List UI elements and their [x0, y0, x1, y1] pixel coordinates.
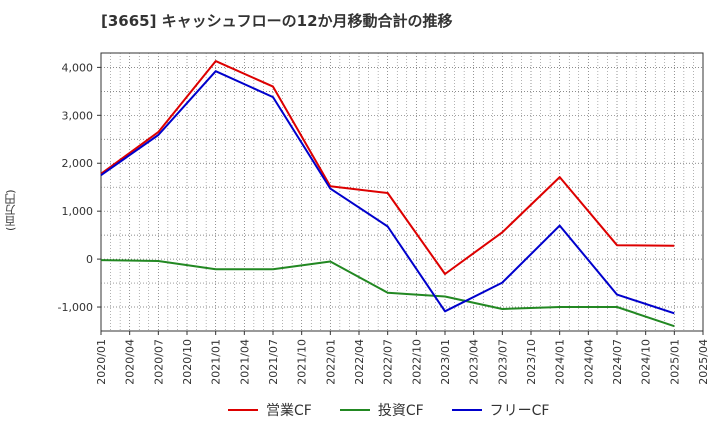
x-tick-label: 2024/01: [554, 339, 567, 385]
legend-swatch-operating-cf: [228, 409, 258, 411]
operating-cf-line: [100, 60, 675, 275]
chart-title: [3665] キャッシュフローの12か月移動合計の推移: [101, 12, 453, 30]
y-tick-label: -1,000: [58, 301, 93, 314]
y-tick-label: 3,000: [62, 109, 94, 122]
x-tick-label: 2020/07: [152, 339, 165, 385]
x-tick-label: 2024/07: [611, 339, 624, 385]
legend-item-free-cf: フリーCF: [451, 400, 550, 420]
y-tick-label: 0: [86, 253, 93, 266]
investing-cf-line: [100, 259, 675, 328]
x-tick-label: 2021/07: [267, 339, 280, 385]
y-tick-label: 4,000: [62, 61, 94, 74]
x-tick-label: 2021/01: [210, 339, 223, 385]
legend-item-operating-cf: 営業CF: [228, 400, 312, 420]
x-tick-label: 2024/04: [582, 339, 595, 385]
x-tick-label: 2021/10: [296, 339, 309, 385]
x-tick-label: 2023/10: [525, 339, 538, 385]
x-tick-label: 2025/04: [697, 339, 710, 385]
x-tick-label: 2022/04: [353, 339, 366, 385]
legend-item-investing-cf: 投資CF: [339, 400, 424, 420]
x-tick-label: 2022/01: [324, 339, 337, 385]
chart-legend: 営業CF 投資CF フリーCF: [228, 400, 549, 420]
x-tick-label: 2022/07: [382, 339, 395, 385]
x-tick-label: 2025/01: [668, 339, 681, 385]
plot-area: [100, 52, 704, 332]
x-tick-label: 2020/10: [181, 339, 194, 385]
legend-label-free-cf: フリーCF: [489, 403, 550, 419]
legend-label-investing-cf: 投資CF: [377, 403, 424, 419]
x-tick-label: 2022/10: [410, 339, 423, 385]
legend-label-operating-cf: 営業CF: [266, 403, 312, 419]
x-tick-label: 2020/04: [124, 339, 137, 385]
x-tick-label: 2023/07: [496, 339, 509, 385]
y-tick-label: 1,000: [62, 205, 94, 218]
x-tick-label: 2024/10: [640, 339, 653, 385]
y-tick-label: 2,000: [62, 157, 94, 170]
free-cf-line: [100, 70, 675, 315]
x-tick-label: 2021/04: [238, 339, 251, 385]
x-tick-label: 2020/01: [95, 339, 108, 385]
legend-swatch-free-cf: [451, 409, 482, 411]
x-tick-label: 2023/04: [468, 339, 481, 385]
legend-swatch-investing-cf: [339, 409, 370, 411]
x-tick-label: 2023/01: [439, 339, 452, 385]
